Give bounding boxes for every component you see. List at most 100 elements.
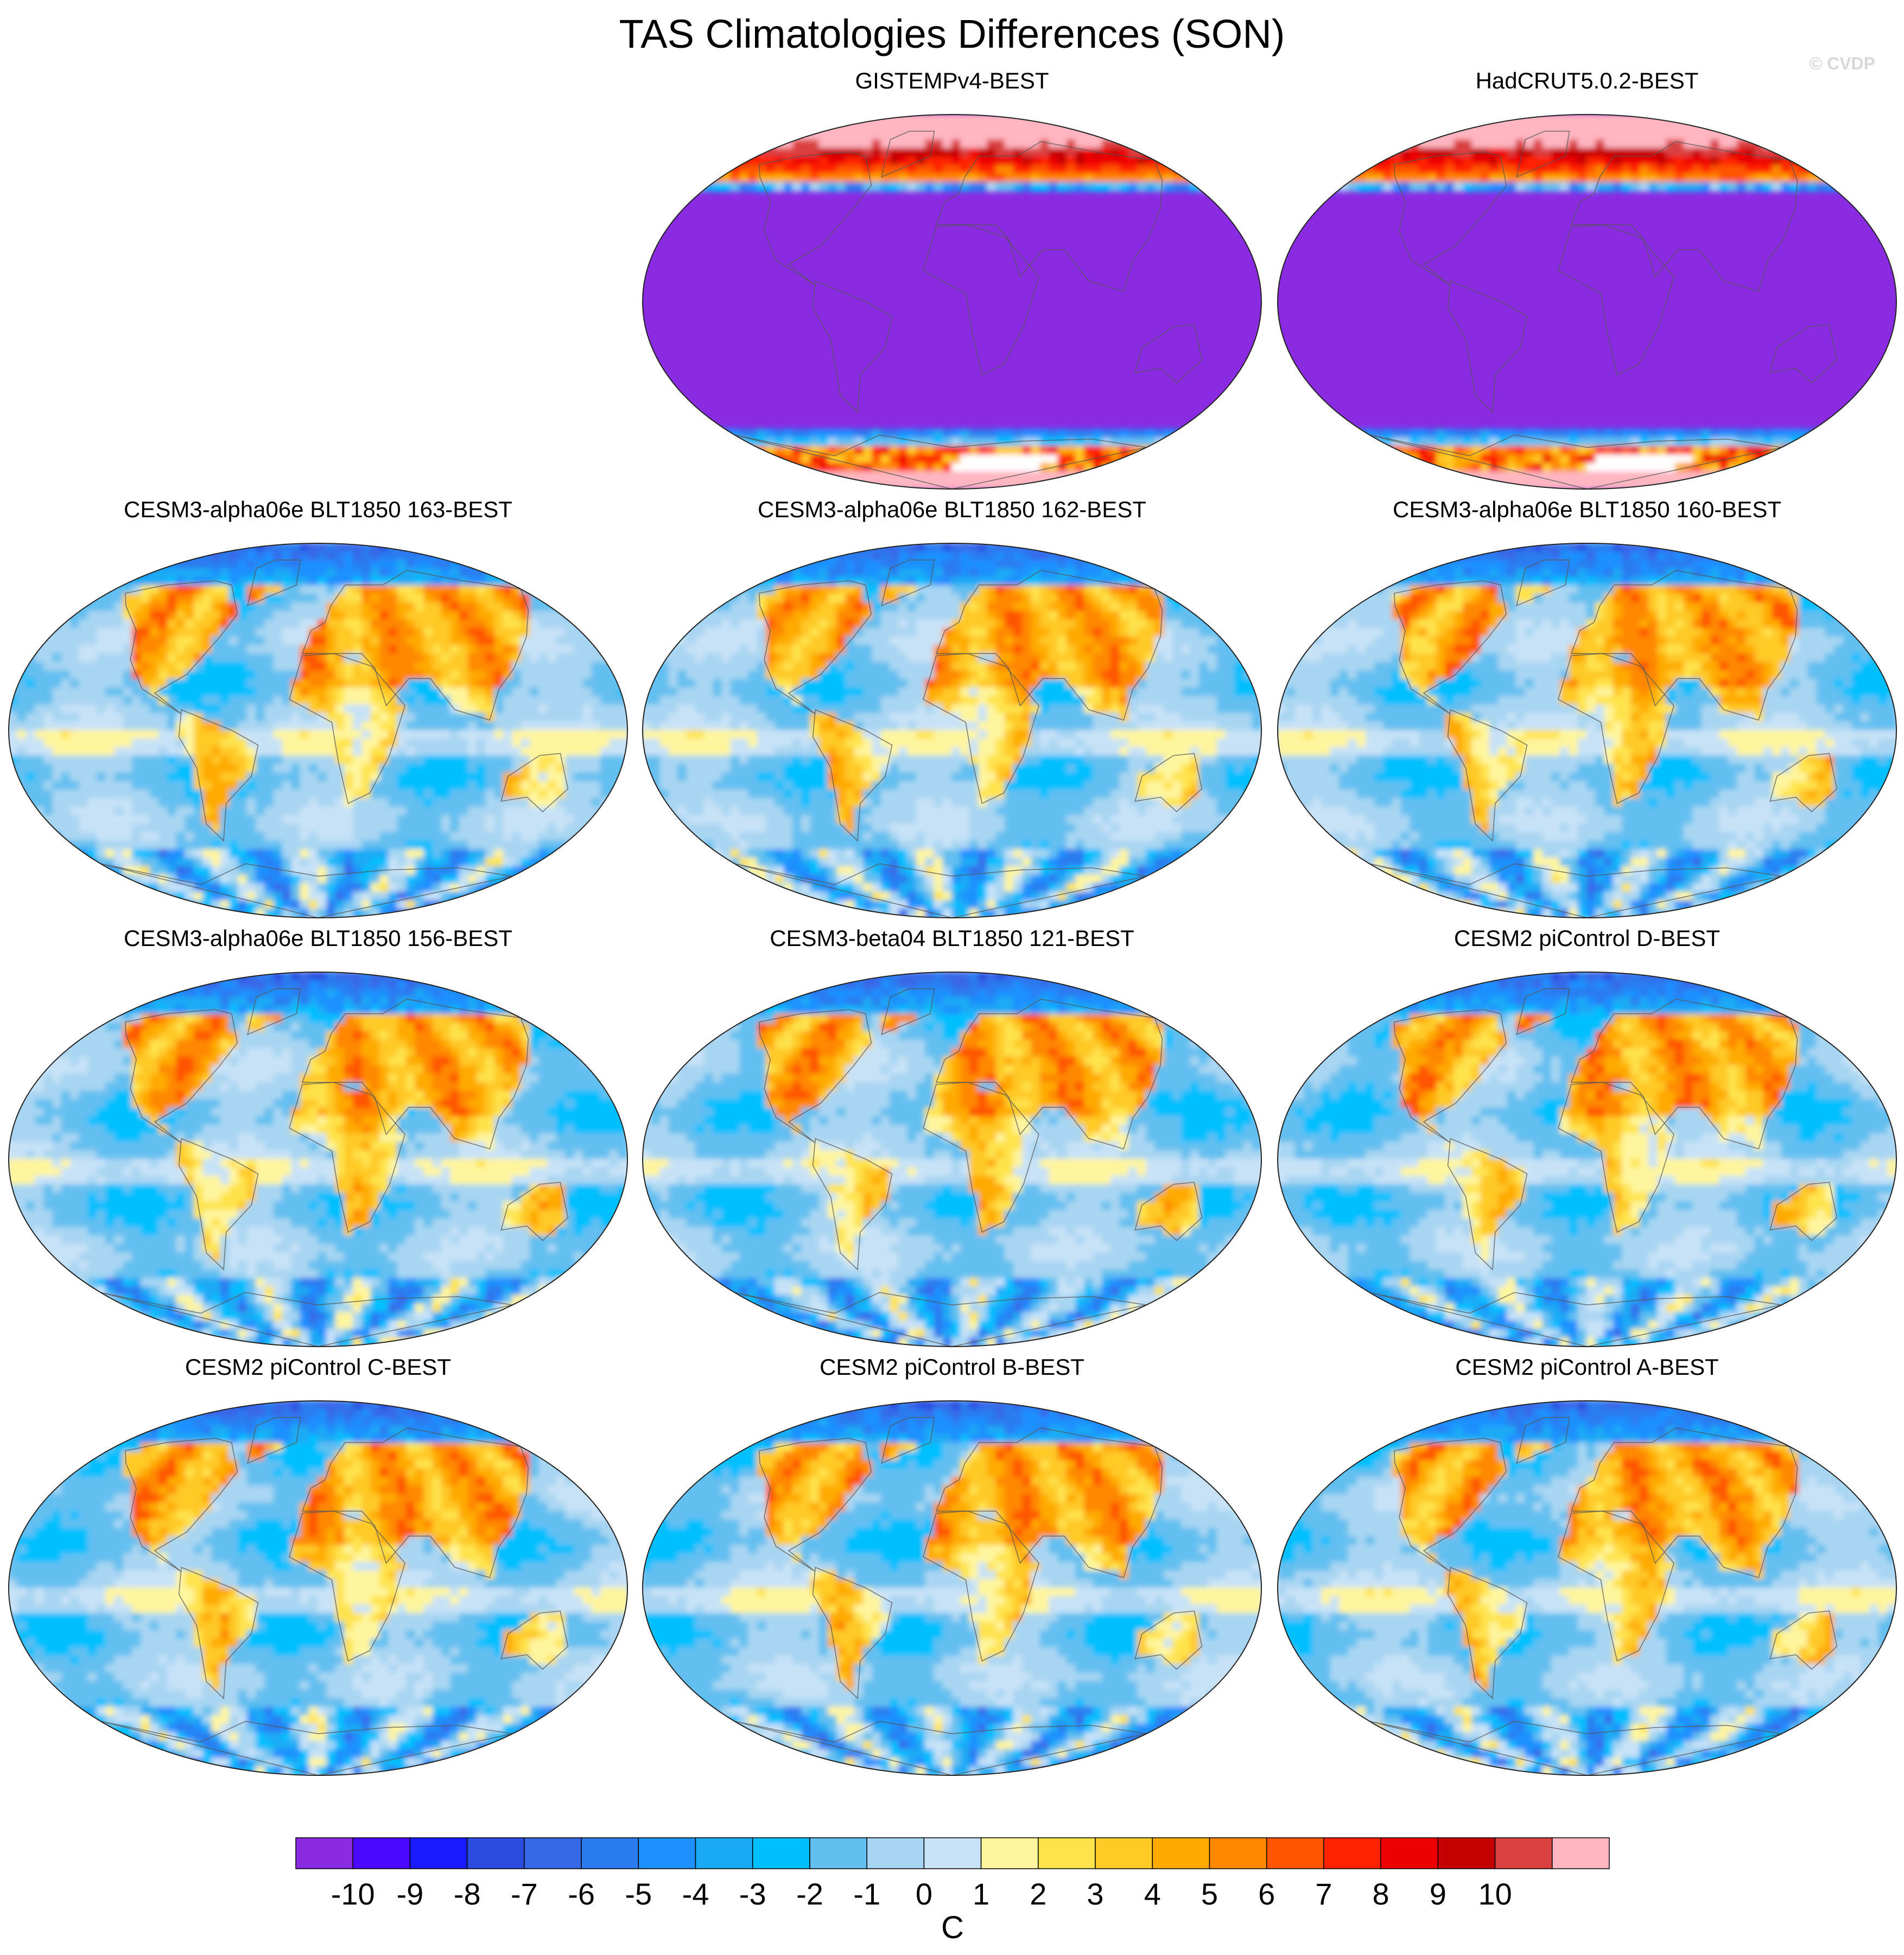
panel-title: GISTEMPv4-BEST <box>855 68 1049 93</box>
coastlines <box>734 988 1203 1347</box>
colorbar-box <box>1437 1837 1496 1869</box>
map-panel: GISTEMPv4-BEST <box>642 68 1262 490</box>
colorbar-tick-label: 10 <box>1478 1877 1512 1911</box>
colorbar-tick-label: 3 <box>1087 1877 1103 1911</box>
map-field <box>1278 1401 1896 1775</box>
panel-title: HadCRUT5.0.2-BEST <box>1476 68 1699 93</box>
map-panel: HadCRUT5.0.2-BEST <box>1277 68 1897 490</box>
panel-title: CESM3-alpha06e BLT1850 162-BEST <box>758 497 1146 522</box>
panel-title: CESM2 piControl D-BEST <box>1454 925 1720 951</box>
colorbar-box <box>923 1837 982 1869</box>
map-outline <box>642 972 1262 1347</box>
colorbar-tick-label: -6 <box>568 1877 595 1911</box>
map-outline <box>642 114 1262 490</box>
watermark: © CVDP <box>1810 54 1875 73</box>
colorbar-box <box>1038 1837 1096 1869</box>
map-panel: CESM3-alpha06e BLT1850 163-BEST <box>8 497 628 918</box>
colorbar-tick-label: 9 <box>1430 1877 1446 1911</box>
map-field <box>9 543 627 918</box>
colorbar-box <box>695 1837 753 1869</box>
colorbar-box <box>752 1837 810 1869</box>
colorbar-tick-label: 4 <box>1144 1877 1161 1911</box>
colorbar-box <box>466 1837 525 1869</box>
map-panel: CESM3-beta04 BLT1850 121-BEST <box>642 925 1262 1347</box>
colorbar-tick-label: -8 <box>454 1877 481 1911</box>
map-field <box>643 115 1261 489</box>
panel-title: CESM3-beta04 BLT1850 121-BEST <box>770 925 1134 951</box>
coastlines <box>734 559 1203 918</box>
panel-title: CESM2 piControl B-BEST <box>820 1354 1084 1380</box>
coastlines <box>734 1417 1203 1775</box>
coastlines <box>1369 130 1838 489</box>
colorbar-box <box>1380 1837 1439 1869</box>
colorbar-tick-label: 8 <box>1373 1877 1389 1911</box>
colorbar-box <box>1552 1837 1610 1869</box>
colorbar-tick-label: 1 <box>973 1877 989 1911</box>
colorbar-box <box>352 1837 411 1869</box>
map-outline <box>1277 1400 1897 1776</box>
colorbar-box <box>866 1837 925 1869</box>
colorbar-box <box>1494 1837 1553 1869</box>
colorbar-box <box>1323 1837 1381 1869</box>
coastlines <box>1369 988 1838 1347</box>
map-outline <box>8 1400 628 1776</box>
map-field <box>643 972 1261 1347</box>
colorbar-tick-label: -7 <box>511 1877 538 1911</box>
map-outline <box>1277 543 1897 918</box>
panel-title: CESM3-alpha06e BLT1850 160-BEST <box>1393 497 1781 522</box>
map-outline <box>642 1400 1262 1776</box>
map-panel: CESM2 piControl B-BEST <box>642 1354 1262 1776</box>
colorbar-box <box>1095 1837 1153 1869</box>
panel-title: CESM2 piControl A-BEST <box>1455 1354 1719 1380</box>
panel-title: CESM2 piControl C-BEST <box>185 1354 451 1380</box>
map-outline <box>1277 114 1897 490</box>
map-panel: CESM3-alpha06e BLT1850 156-BEST <box>8 925 628 1347</box>
colorbar-box <box>809 1837 867 1869</box>
map-field <box>1278 115 1896 489</box>
map-outline <box>1277 972 1897 1347</box>
colorbar-tick-label: 5 <box>1201 1877 1218 1911</box>
colorbar-box <box>581 1837 639 1869</box>
colorbar-tick-label: -2 <box>796 1877 823 1911</box>
panel-title: CESM3-alpha06e BLT1850 156-BEST <box>124 925 512 951</box>
colorbar-box <box>295 1837 353 1869</box>
map-panel: CESM2 piControl A-BEST <box>1277 1354 1897 1776</box>
colorbar-tick-label: 2 <box>1030 1877 1046 1911</box>
figure-title: TAS Climatologies Differences (SON) <box>619 11 1285 56</box>
map-outline <box>8 972 628 1347</box>
colorbar-box <box>1209 1837 1267 1869</box>
colorbar-tick-label: -1 <box>853 1877 880 1911</box>
colorbar-tick-label: 6 <box>1258 1877 1275 1911</box>
map-field <box>1278 543 1896 918</box>
coastlines <box>1369 559 1838 918</box>
map-panel: CESM3-alpha06e BLT1850 162-BEST <box>642 497 1262 918</box>
colorbar-box <box>638 1837 696 1869</box>
map-outline <box>642 543 1262 918</box>
map-field <box>643 543 1261 918</box>
colorbar-tick-label: -9 <box>397 1877 424 1911</box>
colorbar: -10 -9 -8 -7 -6 -5 -4 -3 -2 -1 0 1 2 3 4 5 6 7 8 9 10C <box>295 1837 1610 1945</box>
colorbar-box <box>980 1837 1039 1869</box>
map-panels: GISTEMPv4-BEST HadCRUT5.0.2-BEST CESM3-alp… <box>8 68 1897 1776</box>
coastlines <box>100 559 569 918</box>
colorbar-box <box>1266 1837 1324 1869</box>
map-field <box>9 972 627 1347</box>
colorbar-tick-label: -10 <box>331 1877 375 1911</box>
colorbar-unit: C <box>941 1910 964 1945</box>
panel-title: CESM3-alpha06e BLT1850 163-BEST <box>124 497 512 522</box>
coastlines <box>100 1417 569 1775</box>
map-outline <box>8 543 628 918</box>
coastlines <box>734 130 1203 489</box>
map-panel: CESM2 piControl D-BEST <box>1277 925 1897 1347</box>
map-field <box>643 1401 1261 1775</box>
map-field <box>1278 972 1896 1347</box>
colorbar-tick-label: -3 <box>739 1877 766 1911</box>
map-field <box>9 1401 627 1775</box>
colorbar-tick-label: -4 <box>682 1877 709 1911</box>
colorbar-tick-label: 7 <box>1315 1877 1332 1911</box>
colorbar-tick-label: -5 <box>625 1877 652 1911</box>
map-panel: CESM3-alpha06e BLT1850 160-BEST <box>1277 497 1897 918</box>
coastlines <box>100 988 569 1347</box>
colorbar-box <box>524 1837 582 1869</box>
